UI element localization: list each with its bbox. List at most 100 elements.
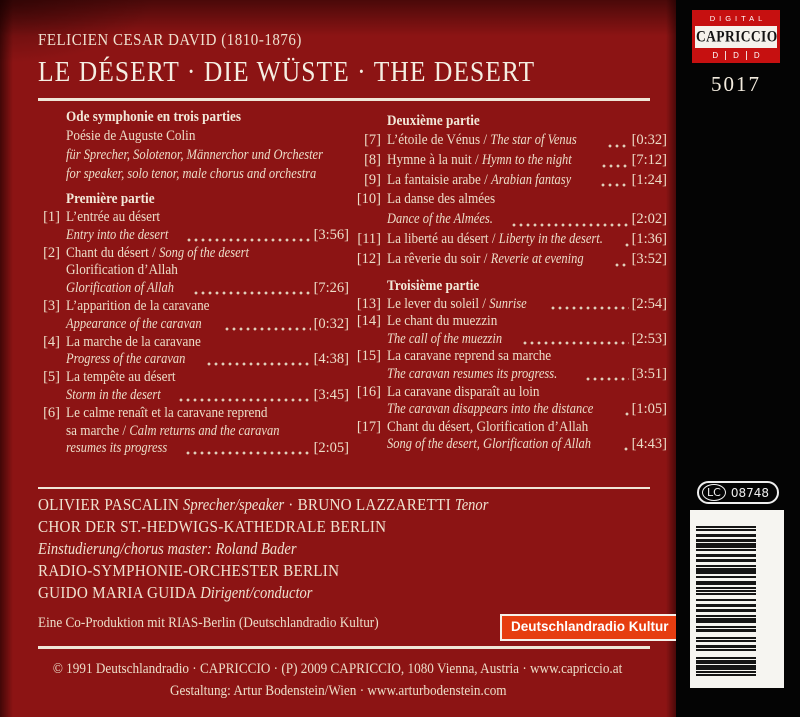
track-line-text-inner: La caravane reprend sa marche bbox=[387, 348, 551, 366]
track-line: Le calme renaît et la caravane reprend bbox=[66, 405, 349, 423]
dot-leader bbox=[193, 286, 311, 296]
role-text: Sprecher/speaker bbox=[183, 495, 285, 514]
track-line: L’entrée au désert bbox=[66, 209, 349, 227]
track-row: [11] La liberté au désert / Liberty in th… bbox=[351, 230, 667, 250]
translation-text: Progress of the caravan bbox=[66, 351, 186, 368]
translation-text: Hymn to the night bbox=[481, 151, 572, 168]
track-number: [16] bbox=[356, 383, 381, 400]
footer-rule bbox=[38, 646, 650, 649]
performer-line-text: RADIO-SYMPHONIE-ORCHESTER BERLIN bbox=[38, 560, 339, 582]
composer-text: FELICIEN CESAR DAVID (1810-1876) bbox=[38, 30, 302, 49]
lc-label: LC bbox=[702, 484, 726, 501]
track-line-text: La tempête au désert bbox=[66, 369, 191, 387]
design-credit-line: Gestaltung: Artur Bodenstein/Wien · www.… bbox=[169, 683, 507, 699]
track-line-text: L’entrée au désert bbox=[66, 209, 173, 227]
barcode-bar bbox=[696, 674, 756, 676]
lc-badge: LC 08748 bbox=[697, 481, 779, 504]
track-line-text: resumes its progress bbox=[66, 440, 181, 458]
track-line-text: La caravane disparaît au loin bbox=[387, 384, 560, 402]
barcode-bar bbox=[696, 549, 756, 551]
barcode: 8 45221 05017 1 bbox=[690, 510, 784, 688]
performer-line-text: Einstudierung/chorus master: Roland Bade… bbox=[38, 538, 297, 560]
track-number: [7] bbox=[364, 132, 381, 148]
track-line: L’étoile de Vénus / The star of Venus [0:… bbox=[387, 131, 667, 151]
track-line: sa marche / Calm returns and the caravan bbox=[66, 423, 349, 441]
track-line: Song of the desert, Glorification of All… bbox=[387, 436, 667, 454]
track-line-text: La rêverie du soir / Reverie at evening bbox=[387, 250, 610, 270]
translation-text: resumes its progress bbox=[66, 440, 168, 457]
section-heading-text: Troisième partie bbox=[387, 277, 480, 294]
performer-line: Einstudierung/chorus master: Roland Bade… bbox=[38, 538, 650, 560]
track-number: [1] bbox=[43, 209, 60, 225]
title-text: sa marche / bbox=[66, 422, 130, 439]
track-lines: Chant du désert, Glorification d’Allah So… bbox=[387, 419, 667, 454]
track-line-text-inner: L’étoile de Vénus / The star of Venus bbox=[387, 131, 577, 151]
track-time: [2:54] bbox=[631, 295, 667, 312]
track-line-text: Chant du désert / Song of the desert bbox=[66, 245, 274, 263]
dot-leader bbox=[225, 322, 311, 332]
tracklist-right-column: Deuxième partie [7] L’étoile de Vénus / Th… bbox=[351, 112, 667, 454]
title-text: La liberté au désert / bbox=[387, 230, 499, 247]
barcode-bar bbox=[696, 558, 756, 562]
barcode-bar bbox=[696, 618, 756, 623]
track-time: [1:24] bbox=[631, 171, 667, 188]
track-line-text-inner: The caravan resumes its progress. bbox=[387, 366, 557, 384]
track-line: La caravane disparaît au loin bbox=[387, 384, 667, 402]
title-text: La rêverie du soir / bbox=[387, 250, 491, 267]
performer-line: RADIO-SYMPHONIE-ORCHESTER BERLIN bbox=[38, 560, 650, 582]
track-row: [6] Le calme renaît et la caravane repren… bbox=[37, 405, 349, 458]
track-line-text-inner: Progress of the caravan bbox=[66, 351, 185, 369]
track-time: [2:02] bbox=[631, 211, 667, 228]
track-row: [4] La marche de la caravane Progress of t… bbox=[37, 334, 349, 370]
title-text: L’étoile de Vénus / bbox=[387, 132, 491, 148]
dot-leader bbox=[601, 159, 629, 169]
performer-name: · BRUNO LAZZARETTI bbox=[284, 495, 455, 514]
translation-text: Song of the desert, Glorification of All… bbox=[387, 436, 592, 453]
title-text: La danse des almées bbox=[387, 191, 496, 208]
barcode-bar bbox=[696, 604, 756, 608]
performer-line-text: CHOR DER ST.-HEDWIGS-KATHEDRALE BERLIN bbox=[38, 516, 386, 538]
track-line-text-inner: La marche de la caravane bbox=[66, 334, 201, 352]
title-text: L’entrée au désert bbox=[66, 209, 161, 225]
track-number: [17] bbox=[356, 418, 381, 435]
track-lines: La fantaisie arabe / Arabian fantasy [1:2… bbox=[387, 171, 667, 191]
track-lines: La danse des almées Dance of the Almées. [… bbox=[387, 190, 667, 230]
tracklist-left-column: Ode symphonie en trois parties Poésie de… bbox=[37, 108, 349, 458]
track-line-text-inner: The call of the muezzin bbox=[387, 331, 502, 349]
track-line-text-inner: Hymne à la nuit / Hymn to the night bbox=[387, 151, 572, 171]
barcode-bar bbox=[696, 626, 756, 628]
track-number: [11] bbox=[357, 230, 381, 247]
track-number: [6] bbox=[43, 404, 60, 421]
barcode-bar bbox=[696, 543, 756, 548]
track-line-text-inner: L’apparition de la caravane bbox=[66, 298, 210, 316]
track-row: [17] Chant du désert, Glorification d’All… bbox=[351, 419, 667, 454]
work-intro: Ode symphonie en trois parties Poésie de… bbox=[66, 108, 349, 184]
track-line: Le lever du soleil / Sunrise [2:54] bbox=[387, 296, 667, 314]
album-title: LE DÉSERT · DIE WÜSTE · THE DESERT bbox=[38, 56, 603, 89]
track-line-text-inner: Appearance of the caravan bbox=[66, 316, 202, 334]
dot-leader bbox=[206, 358, 311, 368]
track-line-text-inner: The caravan disappears into the distance bbox=[387, 401, 593, 419]
track-line-text-inner: Le chant du muezzin bbox=[387, 313, 497, 331]
track-number: [2] bbox=[43, 244, 60, 261]
poem-credit-line: Poésie de Auguste Colin bbox=[66, 128, 196, 144]
track-row: [15] La caravane reprend sa marche The car… bbox=[351, 348, 667, 383]
track-line: Glorification d’Allah bbox=[66, 262, 349, 280]
track-line-text: sa marche / Calm returns and the caravan bbox=[66, 423, 309, 441]
track-line-text: La liberté au désert / Liberty in the de… bbox=[387, 230, 620, 250]
track-lines: L’entrée au désert Entry into the desert [… bbox=[66, 209, 349, 245]
catalog-number: 5017 bbox=[711, 72, 761, 96]
dot-leader bbox=[624, 238, 629, 248]
track-time: [0:32] bbox=[631, 132, 667, 148]
track-line: Storm in the desert [3:45] bbox=[66, 387, 349, 405]
barcode-bar bbox=[696, 608, 756, 612]
track-line-text: La marche de la caravane bbox=[66, 334, 219, 352]
track-line-text: Chant du désert, Glorification d’Allah bbox=[387, 419, 616, 437]
track-lines: Le lever du soleil / Sunrise [2:54] bbox=[387, 296, 667, 314]
track-line: The call of the muezzin [2:53] bbox=[387, 331, 667, 349]
composer-line: FELICIEN CESAR DAVID (1810-1876) bbox=[38, 30, 338, 50]
track-line: Progress of the caravan [4:38] bbox=[66, 351, 349, 369]
forces-english-line: for speaker, solo tenor, male chorus and… bbox=[66, 166, 317, 182]
